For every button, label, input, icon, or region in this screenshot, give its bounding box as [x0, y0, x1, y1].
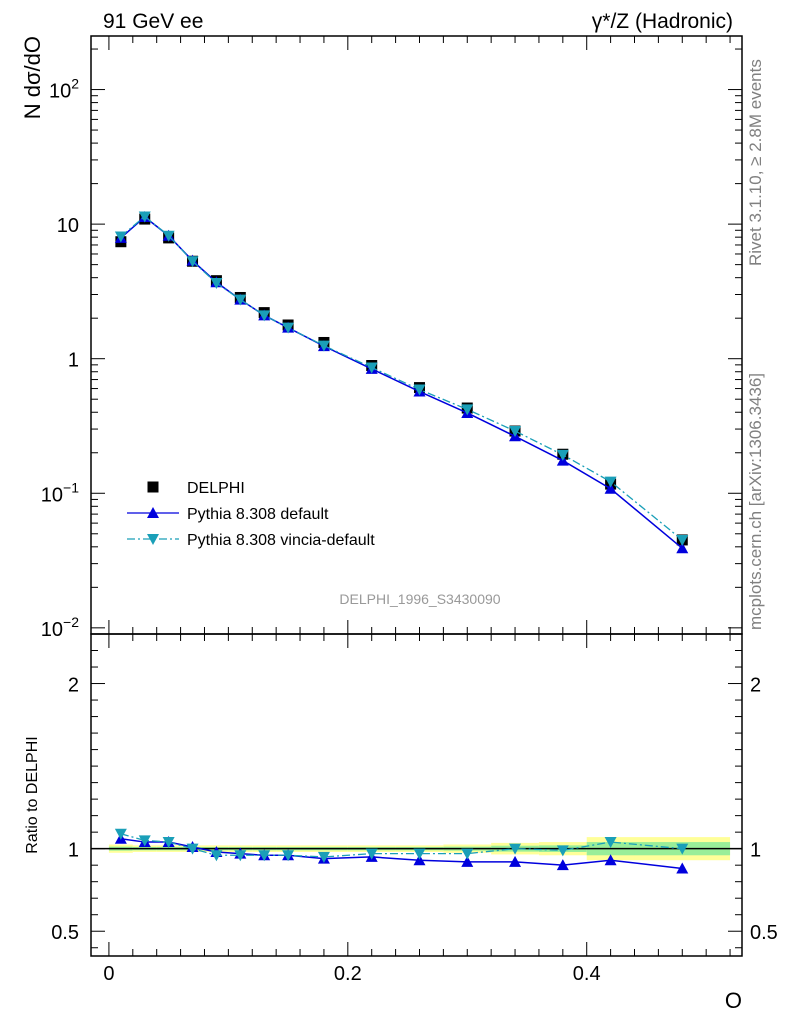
- ratio-pythia-8-308-vincia-default-point: [282, 850, 295, 862]
- ratio-pythia-8-308-default-point: [413, 854, 426, 866]
- y-tick-label: 1: [68, 350, 79, 372]
- pythia-8-308-default-point: [676, 542, 689, 554]
- pythia-8-308-vincia-default-point: [461, 404, 474, 416]
- main-y-axis-label: N dσ/dO: [20, 36, 45, 119]
- main-panel: 10−2 10−1 1 10 102: [41, 35, 743, 641]
- pythia-8-308-vincia-default-point: [162, 230, 175, 242]
- legend-label: Pythia 8.308 default: [187, 506, 329, 523]
- ratio-pythia-8-308-default-point: [461, 855, 474, 867]
- header-right-label: γ*/Z (Hadronic): [592, 10, 733, 33]
- ratio-pythia-8-308-default-point: [556, 859, 569, 871]
- ratio-pythia-8-308-default-point: [676, 862, 689, 874]
- pythia-8-308-vincia-default-point: [317, 340, 330, 352]
- x-tick-label: 0.4: [573, 963, 601, 985]
- y-tick-label: 10−1: [41, 479, 79, 506]
- ratio-tick-label-left: 0.5: [51, 922, 79, 944]
- ratio-tick-label-left: 2: [68, 675, 79, 697]
- ratio-pythia-8-308-vincia-default-point: [210, 850, 223, 862]
- ratio-pythia-8-308-vincia-default-point: [604, 837, 617, 849]
- ratio-pythia-8-308-default-point: [509, 855, 522, 867]
- ratio-frame: [90, 633, 743, 957]
- ratio-tick-label-right: 0.5: [750, 922, 778, 944]
- y-tick-label: 10−2: [41, 614, 79, 641]
- y-tick-label: 102: [49, 76, 79, 103]
- pythia-8-308-vincia-default-point: [234, 294, 247, 306]
- pythia-8-308-vincia-default-point: [258, 310, 271, 322]
- legend-label: Pythia 8.308 vincia-default: [187, 532, 375, 549]
- x-axis-label: O: [725, 988, 742, 1013]
- x-tick-label: 0.2: [334, 963, 362, 985]
- pythia-8-308-vincia-default-point: [413, 384, 426, 396]
- ratio-tick-label-right: 2: [750, 675, 761, 697]
- pythia-8-308-default-point: [604, 482, 617, 494]
- pythia-8-308-vincia-default-point: [114, 231, 127, 243]
- ratio-pythia-8-308-default-line: [120, 838, 683, 870]
- ratio-pythia-8-308-vincia-default-point: [509, 843, 522, 855]
- pythia-8-308-default-line: [120, 216, 683, 549]
- pythia-8-308-vincia-default-point: [556, 449, 569, 461]
- pythia-8-308-vincia-default-point: [676, 534, 689, 546]
- header-left-label: 91 GeV ee: [103, 10, 203, 33]
- pythia-8-308-vincia-default-point: [604, 476, 617, 488]
- legend-label: DELPHI: [187, 480, 245, 497]
- pythia-8-308-vincia-default-point: [509, 426, 522, 438]
- x-tick-label: 0: [103, 963, 114, 985]
- ratio-pythia-8-308-vincia-default-point: [461, 848, 474, 860]
- ratio-pythia-8-308-vincia-default-point: [234, 850, 247, 862]
- pythia-8-308-vincia-default-point: [210, 278, 223, 290]
- legend-marker-default: [147, 507, 159, 518]
- legend: DELPHI Pythia 8.308 default Pythia 8.308 v…: [127, 480, 375, 549]
- pythia-8-308-vincia-default-point: [186, 256, 199, 268]
- ratio-pythia-8-308-vincia-default-point: [317, 851, 330, 863]
- pythia-8-308-vincia-default-point: [282, 322, 295, 334]
- ratio-pythia-8-308-vincia-default-point: [114, 828, 127, 840]
- rivet-version-label: Rivet 3.1.10, ≥ 2.8M events: [746, 59, 765, 266]
- y-tick-label: 10: [57, 215, 79, 237]
- mcplots-source-label: mcplots.cern.ch [arXiv:1306.3436]: [746, 373, 765, 630]
- ratio-y-axis-label: Ratio to DELPHI: [24, 736, 41, 853]
- analysis-watermark: DELPHI_1996_S3430090: [339, 591, 500, 607]
- ratio-pythia-8-308-vincia-default-point: [413, 848, 426, 860]
- ratio-pythia-8-308-vincia-default-point: [556, 845, 569, 857]
- ratio-pythia-8-308-vincia-default-point: [365, 848, 378, 860]
- legend-marker-data: [147, 481, 159, 493]
- ratio-pythia-8-308-vincia-default-point: [186, 843, 199, 855]
- ratio-pythia-8-308-default-point: [604, 854, 617, 866]
- legend-marker-vincia: [147, 534, 159, 545]
- ratio-pythia-8-308-vincia-default-point: [676, 843, 689, 855]
- ratio-pythia-8-308-vincia-default-point: [258, 850, 271, 862]
- ratio-pythia-8-308-vincia-default-point: [162, 837, 175, 849]
- ratio-pythia-8-308-vincia-default-line: [120, 833, 683, 858]
- ratio-tick-label-right: 1: [750, 840, 761, 862]
- ratio-panel: 0 0.2 0.4 0.5 0.5 1 1 2 2: [51, 633, 778, 985]
- pythia-8-308-vincia-default-point: [365, 362, 378, 374]
- ratio-pythia-8-308-vincia-default-point: [138, 835, 151, 847]
- ratio-tick-label-left: 1: [68, 840, 79, 862]
- pythia-8-308-vincia-default-point: [138, 211, 151, 223]
